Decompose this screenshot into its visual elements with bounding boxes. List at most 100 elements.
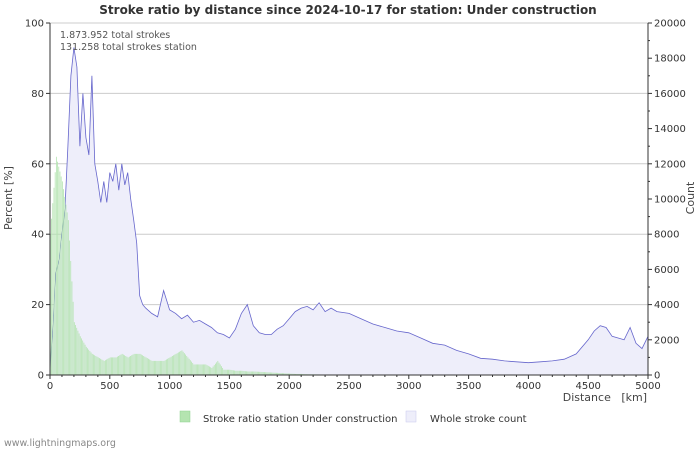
x-axis-label: Distance [km] xyxy=(563,391,647,404)
ratio-bar xyxy=(139,353,141,375)
ratio-bar xyxy=(205,364,207,375)
ratio-bar xyxy=(96,356,98,375)
ratio-bar xyxy=(243,371,245,375)
ratio-bar xyxy=(237,370,239,375)
ratio-bar xyxy=(54,172,56,375)
ratio-bar xyxy=(189,360,191,375)
ratio-bar xyxy=(146,358,148,375)
footer-site: www.lightningmaps.org xyxy=(4,438,116,449)
ratio-bar xyxy=(105,360,106,375)
ratio-bar xyxy=(271,372,273,375)
ratio-bar xyxy=(127,357,129,375)
ratio-bar xyxy=(292,373,294,375)
ratio-bar xyxy=(109,357,111,375)
ratio-bar xyxy=(133,353,135,375)
ratio-bar xyxy=(155,360,157,375)
ratio-bar xyxy=(225,369,227,375)
ratio-bar xyxy=(71,281,73,375)
ratio-bar xyxy=(170,356,172,375)
ratio-bar xyxy=(183,353,185,375)
ratio-bar xyxy=(65,204,67,375)
ratio-bar xyxy=(229,369,231,375)
ratio-bar xyxy=(59,171,61,375)
ratio-bar xyxy=(84,344,86,375)
ratio-bar xyxy=(182,351,184,375)
ratio-bar xyxy=(95,355,97,375)
ratio-bar xyxy=(210,367,212,375)
ratio-bar xyxy=(87,348,88,375)
legend: Stroke ratio station Under construction … xyxy=(179,410,527,425)
ratio-bar xyxy=(272,372,274,375)
ratio-bar xyxy=(94,355,96,375)
ratio-bar xyxy=(106,359,108,375)
ratio-bar xyxy=(108,358,110,375)
x-tick-label: 4500 xyxy=(575,381,600,392)
y-left-tick-label: 100 xyxy=(25,19,44,30)
x-tick-label: 4000 xyxy=(516,381,541,392)
legend-label-station-ratio: Stroke ratio station Under construction xyxy=(203,414,398,425)
ratio-bar xyxy=(230,369,232,375)
y-right-tick-label: 12000 xyxy=(654,159,686,170)
x-tick-label: 2000 xyxy=(276,381,301,392)
ratio-bar xyxy=(195,364,197,375)
ratio-bar xyxy=(288,373,289,375)
ratio-bar xyxy=(162,360,164,375)
ratio-bar xyxy=(207,365,209,375)
ratio-bar xyxy=(76,327,78,375)
ratio-bar xyxy=(156,360,158,375)
ratio-bar xyxy=(77,330,79,375)
y-left-tick-label: 20 xyxy=(31,300,44,311)
ratio-bar xyxy=(134,353,136,375)
y-right-tick-label: 4000 xyxy=(654,300,679,311)
ratio-bar xyxy=(211,367,213,375)
ratio-bar xyxy=(187,357,189,375)
ratio-bar xyxy=(266,372,268,375)
x-tick-label: 1500 xyxy=(217,381,242,392)
ratio-bar xyxy=(228,369,229,375)
ratio-bar xyxy=(256,371,258,375)
ratio-bar xyxy=(241,370,243,375)
ratio-bar xyxy=(111,357,112,375)
ratio-bar xyxy=(242,370,244,375)
ratio-bar xyxy=(66,212,68,375)
ratio-bar xyxy=(227,369,228,375)
ratio-bar xyxy=(240,370,241,375)
ratio-bar xyxy=(157,360,159,375)
ratio-bar xyxy=(81,338,82,375)
ratio-bar xyxy=(142,355,143,375)
ratio-bar xyxy=(73,322,75,375)
ratio-bar xyxy=(144,356,146,375)
ratio-bar xyxy=(168,358,170,375)
ratio-bar xyxy=(194,364,196,375)
x-tick-label: 3000 xyxy=(396,381,421,392)
ratio-bar xyxy=(199,364,201,375)
ratio-bar xyxy=(126,356,128,375)
ratio-bar xyxy=(161,360,163,375)
ratio-bar xyxy=(192,363,194,375)
ratio-bar xyxy=(151,360,153,375)
ratio-bar xyxy=(103,360,105,375)
ratio-bar xyxy=(246,371,247,375)
ratio-bar xyxy=(160,360,161,375)
ratio-bar xyxy=(51,218,52,375)
y-left-tick-label: 80 xyxy=(31,89,44,100)
ratio-bar xyxy=(64,196,66,375)
ratio-bar xyxy=(277,372,279,375)
ratio-bar xyxy=(145,357,147,375)
ratio-bar xyxy=(125,355,127,375)
ratio-bar xyxy=(148,358,149,375)
ratio-bar xyxy=(204,364,206,375)
ratio-bar xyxy=(53,187,55,375)
ratio-bar xyxy=(149,359,151,375)
right-axis-ticks: 0 2000 4000 6000 8000 10000 12000 14000 16000 180… xyxy=(648,19,686,382)
y-right-tick-label: 18000 xyxy=(654,54,686,65)
ratio-bar xyxy=(60,176,62,375)
ratio-bar xyxy=(166,359,167,375)
ratio-bar xyxy=(206,365,208,375)
ratio-bar xyxy=(138,353,140,375)
ratio-bar xyxy=(191,361,192,375)
ratio-bar xyxy=(116,356,118,375)
ratio-bar xyxy=(101,359,103,375)
ratio-bar xyxy=(173,355,174,375)
